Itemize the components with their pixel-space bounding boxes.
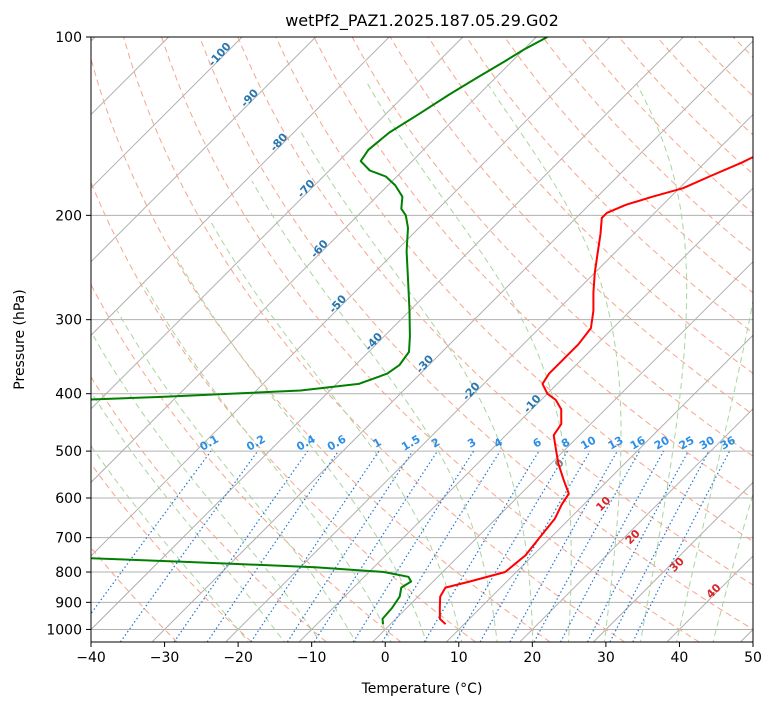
dry-adiabat-line bbox=[313, 37, 753, 500]
mixing-ratio-line bbox=[313, 450, 438, 642]
moist-adiabat-line bbox=[142, 282, 392, 642]
isotherm-line bbox=[151, 40, 753, 642]
dry-adiabat-line bbox=[123, 37, 625, 642]
x-tick-label: −10 bbox=[297, 650, 327, 666]
mixing-ratio-line bbox=[286, 450, 414, 642]
mixing-ratio-line bbox=[250, 450, 380, 642]
moist-adiabat-line bbox=[116, 310, 357, 642]
mixing-ratio-line bbox=[381, 450, 501, 642]
axes: −40 −30 −20 −10 0 10 20 30 40 50 100 200 300 400 500 60… bbox=[46, 30, 762, 666]
moist-adiabat-line bbox=[175, 256, 427, 642]
moist-adiabat-line bbox=[487, 83, 622, 642]
y-tick-label: 100 bbox=[55, 30, 82, 46]
isotherm-line bbox=[91, 37, 317, 263]
dry-adiabat-line bbox=[237, 37, 753, 586]
dry-adiabat-line bbox=[199, 37, 753, 630]
moist-adiabat-line bbox=[676, 298, 753, 642]
isotherm-line bbox=[91, 37, 464, 410]
x-tick-label: 30 bbox=[597, 650, 615, 666]
moist-adiabat-line bbox=[300, 132, 534, 642]
isotherm-line bbox=[91, 37, 243, 189]
temperature-profile bbox=[438, 155, 753, 625]
y-tick-label: 400 bbox=[55, 387, 82, 403]
mixing-ratio-line bbox=[559, 450, 665, 642]
isotherm-line bbox=[91, 37, 538, 484]
mixing-ratio-line bbox=[533, 450, 641, 642]
chart-title: wetPf2_PAZ1.2025.187.05.29.G02 bbox=[285, 11, 559, 31]
x-tick-label: 20 bbox=[523, 650, 541, 666]
mixing-ratio-line bbox=[119, 450, 259, 642]
mixing-ratio-line bbox=[173, 450, 309, 642]
moist-adiabat-line bbox=[93, 336, 321, 642]
y-tick-label: 300 bbox=[55, 313, 82, 329]
sounding-profiles bbox=[91, 37, 753, 625]
x-tick-label: −30 bbox=[150, 650, 180, 666]
moist-adiabat-line bbox=[712, 492, 753, 642]
y-tick-label: 700 bbox=[55, 531, 82, 547]
moist-adiabat-line bbox=[210, 221, 463, 642]
background-lines bbox=[91, 37, 753, 642]
x-axis-label: Temperature (°C) bbox=[361, 681, 483, 697]
isotherm-line bbox=[224, 113, 753, 642]
dry-adiabat-line bbox=[91, 376, 327, 642]
x-tick-label: 40 bbox=[671, 650, 689, 666]
x-tick-label: −20 bbox=[223, 650, 253, 666]
y-tick-label: 800 bbox=[55, 565, 82, 581]
isotherm-line bbox=[592, 481, 753, 642]
moist-adiabat-line bbox=[251, 180, 498, 642]
dry-adiabat-line bbox=[91, 56, 551, 642]
x-tick-label: 10 bbox=[450, 650, 468, 666]
isotherm-line bbox=[298, 187, 753, 642]
dry-adiabat-line bbox=[91, 463, 253, 642]
dry-adiabat-line bbox=[161, 37, 700, 642]
mixing-ratio-line bbox=[91, 450, 212, 615]
y-axis-label: Pressure (hPa) bbox=[12, 289, 28, 389]
x-tick-label: −40 bbox=[76, 650, 106, 666]
isotherm-line bbox=[91, 37, 390, 336]
y-tick-label: 1000 bbox=[46, 622, 82, 638]
y-tick-label: 500 bbox=[55, 444, 82, 460]
y-tick-label: 900 bbox=[55, 595, 82, 611]
moist-adiabat-line bbox=[91, 391, 286, 642]
dewpoint-profile bbox=[91, 37, 548, 625]
isotherm-line bbox=[371, 260, 753, 642]
dry-adiabat-line bbox=[275, 37, 753, 542]
isotherm-line bbox=[445, 334, 753, 642]
plot-frame bbox=[90, 36, 754, 643]
mixing-ratio-line bbox=[632, 450, 731, 642]
moist-adiabat-line bbox=[91, 444, 250, 642]
x-tick-label: 50 bbox=[744, 650, 762, 666]
y-tick-label: 600 bbox=[55, 491, 82, 507]
x-tick-label: 0 bbox=[381, 650, 390, 666]
mixing-ratio-line bbox=[352, 450, 475, 642]
moist-adiabat-line bbox=[636, 83, 688, 642]
isotherm-line bbox=[91, 37, 685, 631]
isotherm-line bbox=[519, 408, 753, 642]
mixing-ratio-line bbox=[509, 450, 618, 642]
y-tick-label: 200 bbox=[55, 208, 82, 224]
mixing-ratio-line bbox=[206, 450, 339, 642]
